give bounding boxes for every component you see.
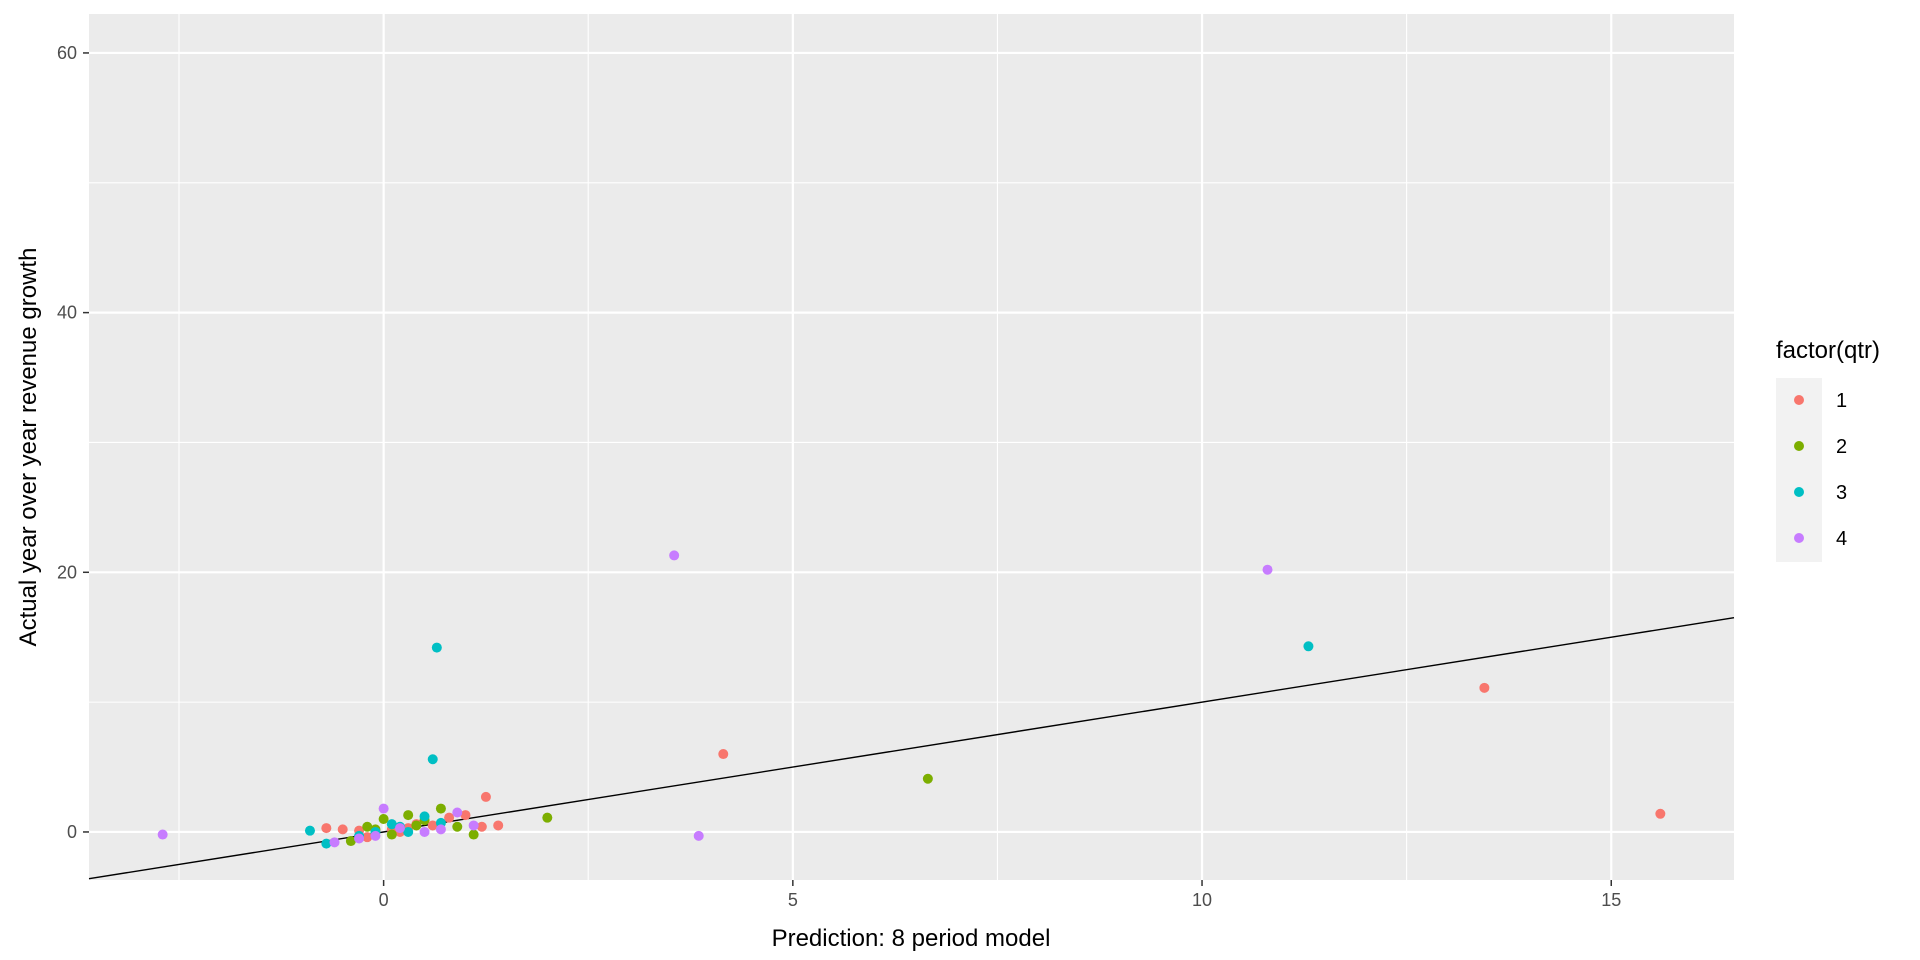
data-point-qtr-4 <box>468 820 479 831</box>
legend-title: factor(qtr) <box>1776 337 1880 364</box>
x-tick-label: 0 <box>379 890 389 910</box>
data-point-qtr-1 <box>476 821 487 832</box>
minor-grid <box>89 14 1734 880</box>
legend: factor(qtr) 1 2 3 4 <box>1776 337 1880 562</box>
data-point-qtr-4 <box>354 833 365 844</box>
legend-key-4 <box>1794 533 1804 543</box>
legend-key-3 <box>1794 487 1804 497</box>
data-point-qtr-2 <box>468 829 479 840</box>
data-point-qtr-4 <box>378 803 389 814</box>
data-point-qtr-4 <box>693 830 704 841</box>
legend-key-2 <box>1794 441 1804 451</box>
data-point-qtr-2 <box>362 821 373 832</box>
data-point-qtr-4 <box>419 826 430 837</box>
data-point-qtr-4 <box>394 823 405 834</box>
data-point-qtr-1 <box>1479 682 1490 693</box>
legend-label-2: 2 <box>1836 436 1847 458</box>
data-point-qtr-2 <box>378 813 389 824</box>
data-point-qtr-2 <box>386 829 397 840</box>
data-point-qtr-1 <box>321 823 332 834</box>
data-point-qtr-3 <box>419 811 430 822</box>
data-point-qtr-1 <box>1655 808 1666 819</box>
data-point-qtr-4 <box>1262 564 1273 575</box>
plot-panel <box>89 14 1734 880</box>
data-point-qtr-1 <box>493 820 504 831</box>
data-point-qtr-3 <box>1303 641 1314 652</box>
x-tick-label: 5 <box>788 890 798 910</box>
data-point-qtr-4 <box>669 550 680 561</box>
data-point-qtr-2 <box>452 821 463 832</box>
y-axis-title: Actual year over year revenue growth <box>15 248 42 647</box>
x-tick-label: 10 <box>1192 890 1212 910</box>
data-point-qtr-4 <box>435 824 446 835</box>
legend-key-background <box>1776 378 1822 562</box>
data-point-qtr-1 <box>337 824 348 835</box>
data-point-qtr-2 <box>345 836 356 847</box>
data-point-qtr-2 <box>403 810 414 821</box>
data-point-qtr-1 <box>718 749 729 760</box>
legend-label-4: 4 <box>1836 528 1847 550</box>
data-point-qtr-4 <box>370 830 381 841</box>
data-point-qtr-3 <box>386 819 397 830</box>
data-point-qtr-4 <box>157 829 168 840</box>
points-layer <box>157 550 1666 849</box>
data-point-qtr-3 <box>304 825 315 836</box>
data-point-qtr-1 <box>444 812 455 823</box>
data-point-qtr-1 <box>480 791 491 802</box>
data-point-qtr-4 <box>329 837 340 848</box>
data-point-qtr-3 <box>431 642 442 653</box>
data-point-qtr-4 <box>452 807 463 818</box>
data-point-qtr-2 <box>411 820 422 831</box>
data-point-qtr-1 <box>460 810 471 821</box>
x-tick-label: 15 <box>1601 890 1621 910</box>
data-point-qtr-3 <box>427 754 438 765</box>
data-point-qtr-2 <box>542 812 553 823</box>
data-point-qtr-1 <box>427 820 438 831</box>
data-point-qtr-1 <box>362 832 373 843</box>
data-point-qtr-3 <box>403 826 414 837</box>
y-axis-ticks: 0 20 40 60 <box>57 43 89 842</box>
x-axis-title: Prediction: 8 period model <box>772 925 1051 952</box>
legend-key-1 <box>1794 395 1804 405</box>
y-tick-label: 0 <box>67 822 77 842</box>
legend-label-1: 1 <box>1836 390 1847 412</box>
x-axis-ticks: 0 5 10 15 <box>379 880 1621 910</box>
data-point-qtr-3 <box>321 838 332 849</box>
y-tick-label: 40 <box>57 303 77 323</box>
data-point-qtr-2 <box>922 773 933 784</box>
legend-items: 1 2 3 4 <box>1794 390 1847 550</box>
y-tick-label: 60 <box>57 43 77 63</box>
legend-label-3: 3 <box>1836 482 1847 504</box>
y-tick-label: 20 <box>57 562 77 582</box>
data-point-qtr-2 <box>435 803 446 814</box>
